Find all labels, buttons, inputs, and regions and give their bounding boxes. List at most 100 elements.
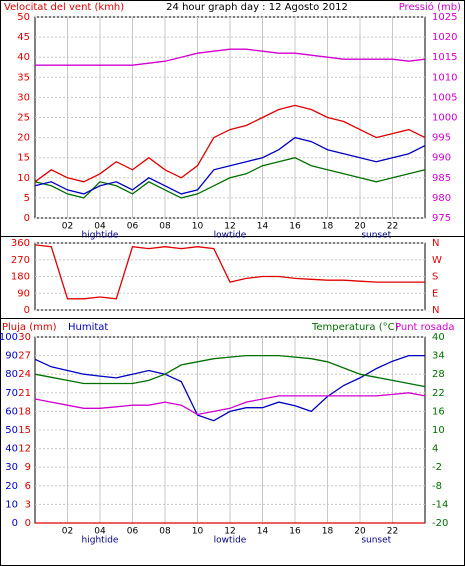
y-tick-label: 45 [17,32,30,43]
y2-tick-label: 1010 [432,72,457,83]
y-tick-label: 70 [5,388,18,399]
y2-tick-label: 16 [432,406,445,417]
x-tick-label: 18 [322,222,334,232]
y2-tick-label: -20 [432,518,448,529]
y-tick-label: 20 [5,481,18,492]
plot-area [34,242,426,311]
y2-tick-label: 34 [432,351,445,362]
y-tick-label: 15 [17,153,30,164]
y-tick-label: 25 [17,113,30,124]
y2-tick-label: 1025 [432,12,457,23]
y3-tick-label: 15 [18,425,31,436]
x-tick-label: 20 [354,527,366,537]
x-tick-label: 20 [354,222,366,232]
y-tick-label: 180 [11,272,30,283]
y2-tick-label: 28 [432,369,445,380]
x-tick-label: 16 [289,527,301,537]
y3-tick-label: 24 [18,369,31,380]
y2-tick-label: 1005 [432,92,457,103]
y2-tick-label: 975 [432,213,451,224]
y3-tick-label: 27 [18,351,31,362]
x-tick-label: 02 [62,222,73,232]
y-tick-label: 100 [0,332,18,343]
x-tick-label: 06 [127,222,139,232]
y-axis-label: Velocitat del vent (kmh) [4,2,124,13]
y-tick-label: 360 [11,238,30,249]
annotation: hightide [82,231,119,241]
y-tick-label: 50 [5,425,18,436]
y2-tick-label: 22 [432,388,445,399]
y3-tick-label: 21 [18,388,31,399]
y-tick-label: 0 [24,213,30,224]
y2-axis-label: Pressió (mb) [399,1,461,13]
legend-entry: Pluja (mm) [2,322,57,333]
y2-tick-label: 40 [432,332,445,343]
x-tick-label: 10 [192,222,204,232]
y2-tick-label: -14 [432,499,448,510]
y3-tick-label: 0 [25,518,31,529]
y-tick-label: 90 [5,351,18,362]
y2-tick-label: -8 [432,481,442,492]
legend-entry: Punt rosada [395,322,454,333]
y2-tick-label: 10 [432,425,445,436]
y2-tick-label: N [432,238,439,249]
x-tick-label: 14 [257,222,269,232]
annotation: lowtide [214,231,247,241]
y-tick-label: 20 [17,133,30,144]
y-tick-label: 60 [5,406,18,417]
y-tick-label: 0 [12,518,18,529]
x-tick-label: 22 [387,222,398,232]
y2-tick-label: S [432,272,438,283]
chart-title: 24 hour graph day : 12 Agosto 2012 [166,2,348,13]
y2-tick-label: 4 [432,444,438,455]
y2-tick-label: 980 [432,193,451,204]
x-tick-label: 22 [387,527,398,537]
x-tick-label: 02 [62,527,73,537]
y3-tick-label: 12 [18,444,31,455]
annotation: hightide [82,536,119,546]
x-tick-label: 18 [322,527,334,537]
series-line [34,354,426,388]
y2-tick-label: W [432,255,442,266]
series-line [34,354,425,422]
x-tick-label: 04 [94,222,106,232]
x-tick-label: 04 [94,527,106,537]
x-tick-label: 12 [224,527,235,537]
x-tick-label: 06 [127,527,139,537]
x-tick-label: 16 [289,222,301,232]
y3-tick-label: 30 [18,332,31,343]
x-tick-label: 14 [257,527,269,537]
y-tick-label: 0 [24,305,30,316]
x-tick-label: 08 [159,527,171,537]
series-line [34,392,426,416]
series-line [34,157,426,199]
y-tick-label: 30 [5,462,18,473]
series-line [35,48,426,66]
y3-tick-label: 9 [25,462,31,473]
y2-tick-label: 1020 [432,32,457,43]
y2-tick-label: E [432,288,438,299]
y-tick-label: 80 [5,369,18,380]
y-tick-label: 40 [17,52,30,63]
y-tick-label: 10 [5,499,18,510]
x-tick-label: 08 [159,222,171,232]
y-tick-label: 50 [17,12,30,23]
y-tick-label: 30 [17,92,30,103]
series-line [34,104,426,183]
y2-tick-label: 1015 [432,52,457,63]
y-tick-label: 10 [17,173,30,184]
legend-entry: Temperatura (°C) [311,322,399,333]
y-tick-label: 5 [24,193,30,204]
x-tick-label: 10 [192,527,204,537]
y3-tick-label: 3 [25,499,31,510]
legend-entry: Humitat [68,322,108,333]
y2-tick-label: -2 [432,462,442,473]
y3-tick-label: 6 [25,481,31,492]
y2-tick-label: 995 [432,133,451,144]
y2-tick-label: N [432,305,439,316]
y-tick-label: 270 [11,255,30,266]
y2-tick-label: 985 [432,173,451,184]
x-tick-label: 12 [224,222,235,232]
series-line [34,244,425,300]
